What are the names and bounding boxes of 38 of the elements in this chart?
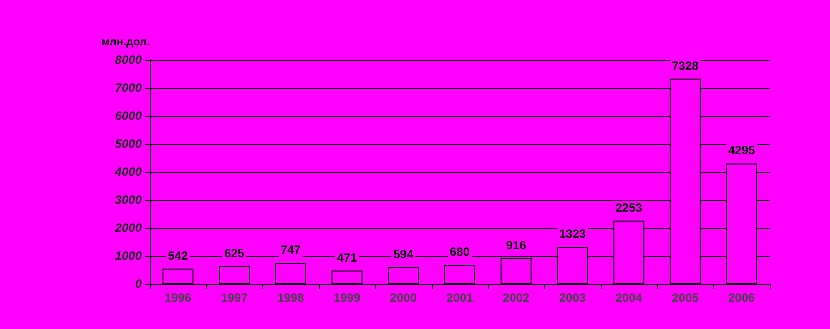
bar <box>275 263 306 284</box>
y-tick-label: 2000 <box>114 221 142 235</box>
bar <box>388 267 420 284</box>
y-tick-label: 3000 <box>115 193 142 207</box>
x-tick-label: 2000 <box>390 291 418 305</box>
data-label: 1323 <box>559 226 586 241</box>
x-tick-label: 2003 <box>559 291 586 305</box>
bar <box>162 268 194 284</box>
y-tick-label: 6000 <box>115 109 142 123</box>
data-label: 471 <box>337 250 358 265</box>
y-tick-label: 8000 <box>115 53 142 67</box>
data-label: 7328 <box>672 58 700 73</box>
data-label: 747 <box>280 243 302 258</box>
bar <box>332 270 363 284</box>
y-tick-label: 1000 <box>115 249 142 263</box>
data-label: 2253 <box>616 200 643 215</box>
data-label: 680 <box>450 244 470 259</box>
x-tick-label: 2005 <box>672 291 700 305</box>
data-label: 594 <box>394 247 414 262</box>
y-tick-label: 5000 <box>115 137 142 151</box>
x-tick-label: 2002 <box>503 291 530 305</box>
x-tick-label: 1998 <box>278 291 305 305</box>
x-tick-label: 2001 <box>446 291 474 305</box>
bar <box>219 266 250 284</box>
y-tick-label: 4000 <box>114 165 142 179</box>
y-tick-label: 7000 <box>115 81 142 95</box>
data-label: 4295 <box>728 144 756 158</box>
x-tick-label: 2006 <box>728 291 756 305</box>
y-axis-title: млн.дол. <box>102 36 150 48</box>
data-label: 625 <box>224 246 245 260</box>
x-tick-label: 1999 <box>334 291 361 305</box>
x-tick-label: 1997 <box>221 291 248 305</box>
bar <box>444 264 476 284</box>
x-tick-label: 2004 <box>616 291 643 305</box>
x-tick-label: 1996 <box>164 291 192 305</box>
data-label: 542 <box>168 248 189 263</box>
data-label: 916 <box>506 238 527 252</box>
y-tick-label: 0 <box>135 277 142 291</box>
